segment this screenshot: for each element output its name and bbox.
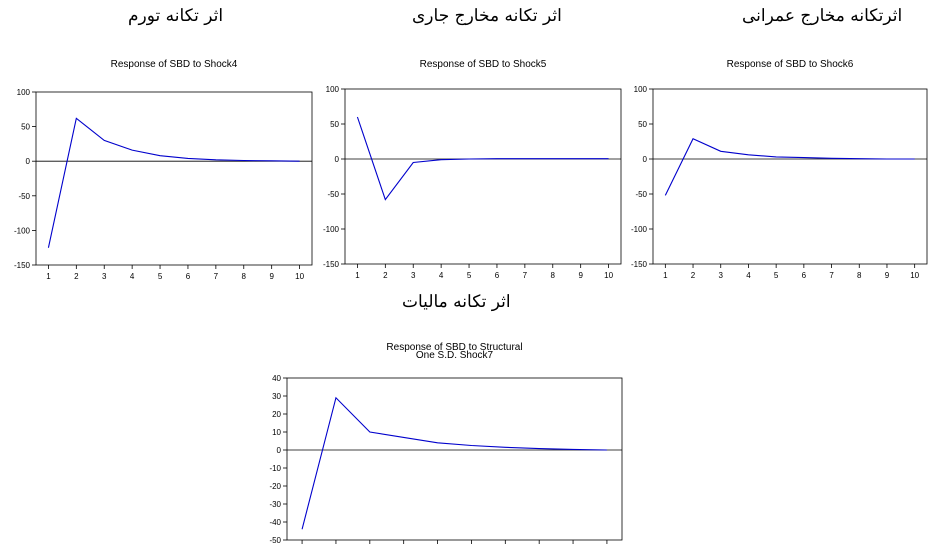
x-tick-label: 8 — [242, 272, 247, 281]
y-tick-label: 10 — [272, 428, 281, 437]
y-tick-label: -50 — [635, 190, 647, 199]
irf-chart-shock4: Response of SBD to Shock4 100 50 0 -50 -100 -1… — [0, 55, 318, 291]
x-tick-label: 4 — [746, 271, 751, 280]
caption-tax-shock: اثر تکانه مالیات — [402, 292, 511, 312]
y-tick-label: 40 — [272, 374, 281, 383]
x-tick-label: 9 — [269, 272, 274, 281]
y-tick-label: -150 — [631, 260, 648, 269]
y-tick-label: -150 — [14, 261, 31, 270]
y-tick-label: -20 — [269, 482, 281, 491]
impulse-response-line — [356, 116, 609, 201]
y-tick-label: 0 — [643, 155, 648, 164]
y-tick-label: -50 — [269, 536, 281, 545]
plot-frame — [286, 377, 623, 541]
y-tick-label: -40 — [269, 518, 281, 527]
x-tick-label: 6 — [802, 271, 807, 280]
y-tick-label: -30 — [269, 500, 281, 509]
chart-title: Response of SBD to Shock6 — [727, 59, 854, 70]
x-tick-label: 3 — [411, 271, 416, 280]
y-tick-label: 100 — [634, 85, 648, 94]
x-tick-label: 2 — [383, 271, 388, 280]
y-tick-label: 0 — [335, 155, 340, 164]
x-tick-label: 5 — [158, 272, 163, 281]
y-tick-label: -10 — [269, 464, 281, 473]
x-tick-label: 2 — [74, 272, 79, 281]
impulse-response-line — [301, 396, 607, 530]
caption-current-expenditure-shock: اثر تکانه مخارج جاری — [412, 6, 562, 26]
y-tick-label: -50 — [18, 192, 30, 201]
caption-inflation-shock: اثر تکانه تورم — [128, 6, 224, 26]
y-tick-label: -100 — [14, 226, 31, 235]
plot-frame — [35, 91, 313, 266]
x-tick-label: 9 — [885, 271, 890, 280]
x-tick-label: 7 — [829, 271, 834, 280]
x-tick-label: 3 — [719, 271, 724, 280]
caption-development-expenditure-shock: اثرتکانه مخارج عمرانی — [742, 6, 903, 26]
x-tick-label: 1 — [355, 271, 360, 280]
x-tick-label: 6 — [186, 272, 191, 281]
irf-chart-shock6: Response of SBD to Shock6 100 50 0 -50 -100 -1… — [620, 52, 933, 290]
x-tick-label: 10 — [910, 271, 919, 280]
y-tick-label: -150 — [323, 260, 340, 269]
y-tick-label: 20 — [272, 410, 281, 419]
impulse-response-line — [47, 117, 300, 248]
x-tick-label: 1 — [663, 271, 668, 280]
irf-chart-shock6-svg: Response of SBD to Shock6 100 50 0 -50 -100 -1… — [631, 59, 928, 280]
plot-frame — [344, 88, 622, 265]
irf-chart-shock4-svg: Response of SBD to Shock4 100 50 0 -50 -100 -1… — [14, 59, 313, 281]
irf-chart-shock5: Response of SBD to Shock5 100 50 0 -50 -100 -1… — [310, 52, 628, 290]
x-tick-label: 9 — [578, 271, 583, 280]
x-tick-label: 1 — [46, 272, 51, 281]
chart-title: Response of SBD to Structural One S.D. Sh… — [386, 342, 522, 361]
y-tick-label: 50 — [21, 123, 30, 132]
y-tick-label: -50 — [327, 190, 339, 199]
x-tick-label: 10 — [295, 272, 304, 281]
chart-title: Response of SBD to Shock4 — [111, 59, 238, 70]
x-tick-label: 10 — [604, 271, 613, 280]
y-tick-label: 100 — [326, 85, 340, 94]
x-tick-label: 5 — [774, 271, 779, 280]
x-tick-label: 6 — [495, 271, 500, 280]
y-tick-label: -100 — [323, 225, 340, 234]
irf-chart-shock5-svg: Response of SBD to Shock5 100 50 0 -50 -100 -1… — [323, 59, 622, 280]
plot-frame — [652, 88, 928, 265]
y-tick-label: 30 — [272, 392, 281, 401]
x-tick-label: 8 — [857, 271, 862, 280]
irf-chart-shock7-svg: Response of SBD to Structural One S.D. Sh… — [269, 342, 623, 545]
y-tick-label: -100 — [631, 225, 648, 234]
x-tick-label: 2 — [691, 271, 696, 280]
y-tick-label: 100 — [17, 88, 31, 97]
impulse-response-line — [664, 137, 915, 196]
y-tick-label: 0 — [277, 446, 282, 455]
y-tick-label: 50 — [638, 120, 647, 129]
x-tick-label: 4 — [130, 272, 135, 281]
x-tick-label: 3 — [102, 272, 107, 281]
x-tick-label: 7 — [214, 272, 219, 281]
y-tick-label: 0 — [26, 157, 31, 166]
y-tick-label: 50 — [330, 120, 339, 129]
x-tick-label: 7 — [523, 271, 528, 280]
x-tick-label: 4 — [439, 271, 444, 280]
x-tick-label: 8 — [551, 271, 556, 280]
chart-title: Response of SBD to Shock5 — [420, 59, 547, 70]
x-tick-label: 5 — [467, 271, 472, 280]
irf-chart-shock7: Response of SBD to Structural One S.D. Sh… — [255, 342, 635, 546]
